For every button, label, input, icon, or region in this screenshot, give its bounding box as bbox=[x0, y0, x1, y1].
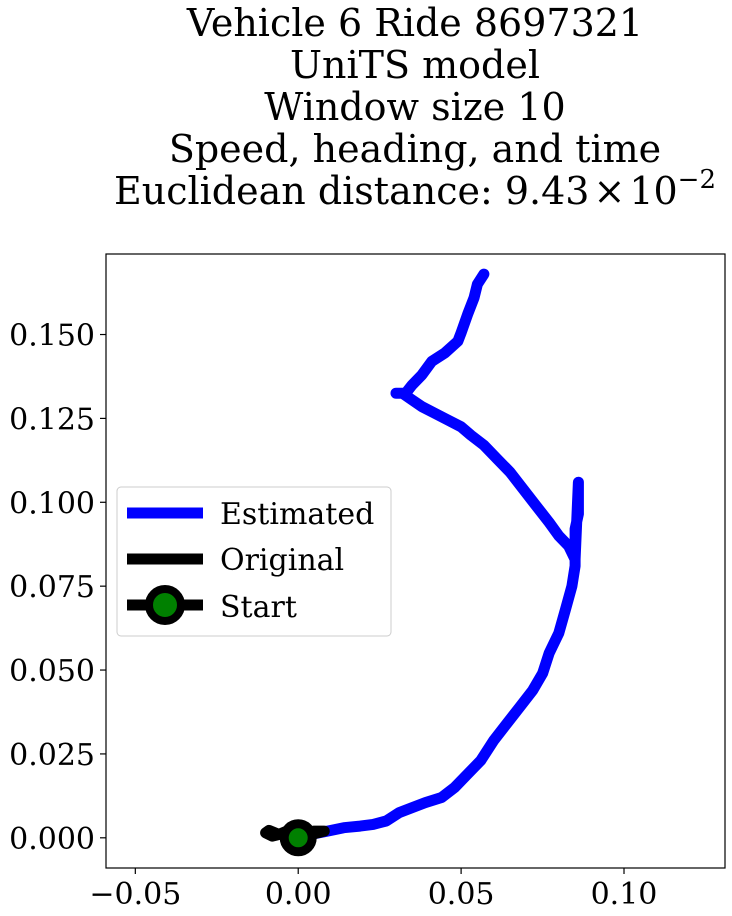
legend-box bbox=[116, 486, 392, 637]
y-tick-label: 0.075 bbox=[9, 570, 95, 605]
legend-start-label: Start bbox=[220, 590, 297, 625]
title-line-5: Euclidean distance: 9.43 × 10−2 bbox=[114, 165, 716, 213]
title-metric-exponent: −2 bbox=[678, 165, 716, 195]
legend-original-label: Original bbox=[220, 543, 344, 578]
legend: Estimated Original Start bbox=[116, 486, 392, 637]
x-tick-label: 0.10 bbox=[591, 877, 658, 912]
y-tick-label: 0.150 bbox=[9, 319, 95, 354]
title-line-4: Speed, heading, and time bbox=[169, 127, 661, 171]
y-tick-label: 0.050 bbox=[9, 654, 95, 689]
x-tick-label: 0.00 bbox=[265, 877, 332, 912]
y-tick-label: 0.000 bbox=[9, 822, 95, 857]
y-axis: 0.000 0.025 0.050 0.075 0.100 0.125 0.150 bbox=[9, 319, 106, 857]
x-tick-label: 0.05 bbox=[428, 877, 495, 912]
plot-frame bbox=[105, 253, 726, 869]
y-tick-label: 0.125 bbox=[9, 402, 95, 437]
chart-title: Vehicle 6 Ride 8697321 UniTS model Windo… bbox=[114, 1, 716, 213]
legend-estimated-label: Estimated bbox=[220, 497, 374, 532]
title-line-3: Window size 10 bbox=[264, 85, 565, 129]
x-tick-label: −0.05 bbox=[89, 877, 181, 912]
title-metric-mantissa: 9.43 bbox=[505, 169, 590, 213]
legend-start-marker bbox=[145, 585, 185, 625]
y-tick-label: 0.100 bbox=[9, 486, 95, 521]
title-metric-times: × bbox=[593, 169, 625, 213]
title-line-2: UniTS model bbox=[290, 43, 540, 87]
x-axis: −0.05 0.00 0.05 0.10 bbox=[89, 868, 657, 912]
title-metric-base: 10 bbox=[629, 169, 677, 213]
start-marker bbox=[279, 819, 317, 857]
title-metric-prefix: Euclidean distance: bbox=[114, 169, 505, 213]
series-estimated-line bbox=[292, 268, 584, 844]
title-line-1: Vehicle 6 Ride 8697321 bbox=[186, 1, 643, 45]
series-layer bbox=[260, 268, 584, 857]
y-tick-label: 0.025 bbox=[9, 738, 95, 773]
